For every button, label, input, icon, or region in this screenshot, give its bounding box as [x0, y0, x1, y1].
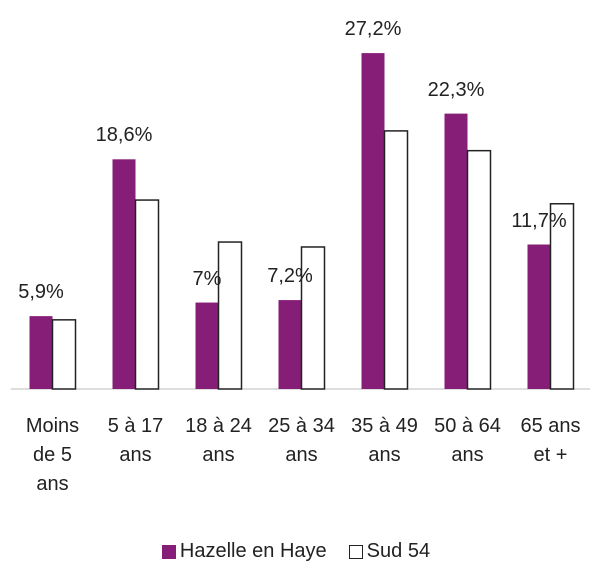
data-label: 7% [192, 267, 222, 290]
x-tick-label: 50 à 64 ans [434, 415, 501, 466]
data-label: 27,2% [344, 18, 402, 41]
legend-item: Sud 54 [348, 540, 431, 562]
bar [466, 149, 492, 390]
bar [217, 241, 243, 390]
bar [383, 130, 409, 390]
bar [361, 53, 385, 389]
legend-label: Hazelle en Haye [179, 540, 327, 562]
bar [527, 244, 551, 389]
x-tick-label: 18 à 24 ans [185, 415, 252, 466]
data-label: 5,9% [18, 281, 64, 304]
x-tick-label: 35 à 49 ans [351, 415, 418, 466]
legend: Hazelle en Haye Sud 54 [0, 540, 592, 562]
bar [51, 319, 77, 390]
bar [549, 203, 575, 390]
x-tick-label: Moins de 5 ans [25, 415, 80, 495]
x-tick-label: 65 ans et + [520, 415, 581, 466]
bar [300, 246, 326, 390]
legend-swatch [161, 544, 176, 559]
bar [112, 159, 136, 389]
data-label: 11,7% [511, 209, 567, 232]
legend-swatch [348, 544, 363, 559]
legend-label: Sud 54 [366, 540, 431, 562]
bar [29, 316, 53, 389]
bar [444, 113, 468, 389]
data-label: 7,2% [267, 265, 313, 288]
legend-item: Hazelle en Haye [161, 540, 327, 562]
x-tick-label: 5 à 17 ans [107, 415, 164, 466]
bar [278, 300, 302, 389]
x-tick-label: 25 à 34 ans [268, 415, 335, 466]
bar [195, 302, 219, 389]
bar [134, 199, 160, 390]
data-label: 18,6% [95, 124, 153, 147]
data-label: 22,3% [427, 78, 485, 101]
